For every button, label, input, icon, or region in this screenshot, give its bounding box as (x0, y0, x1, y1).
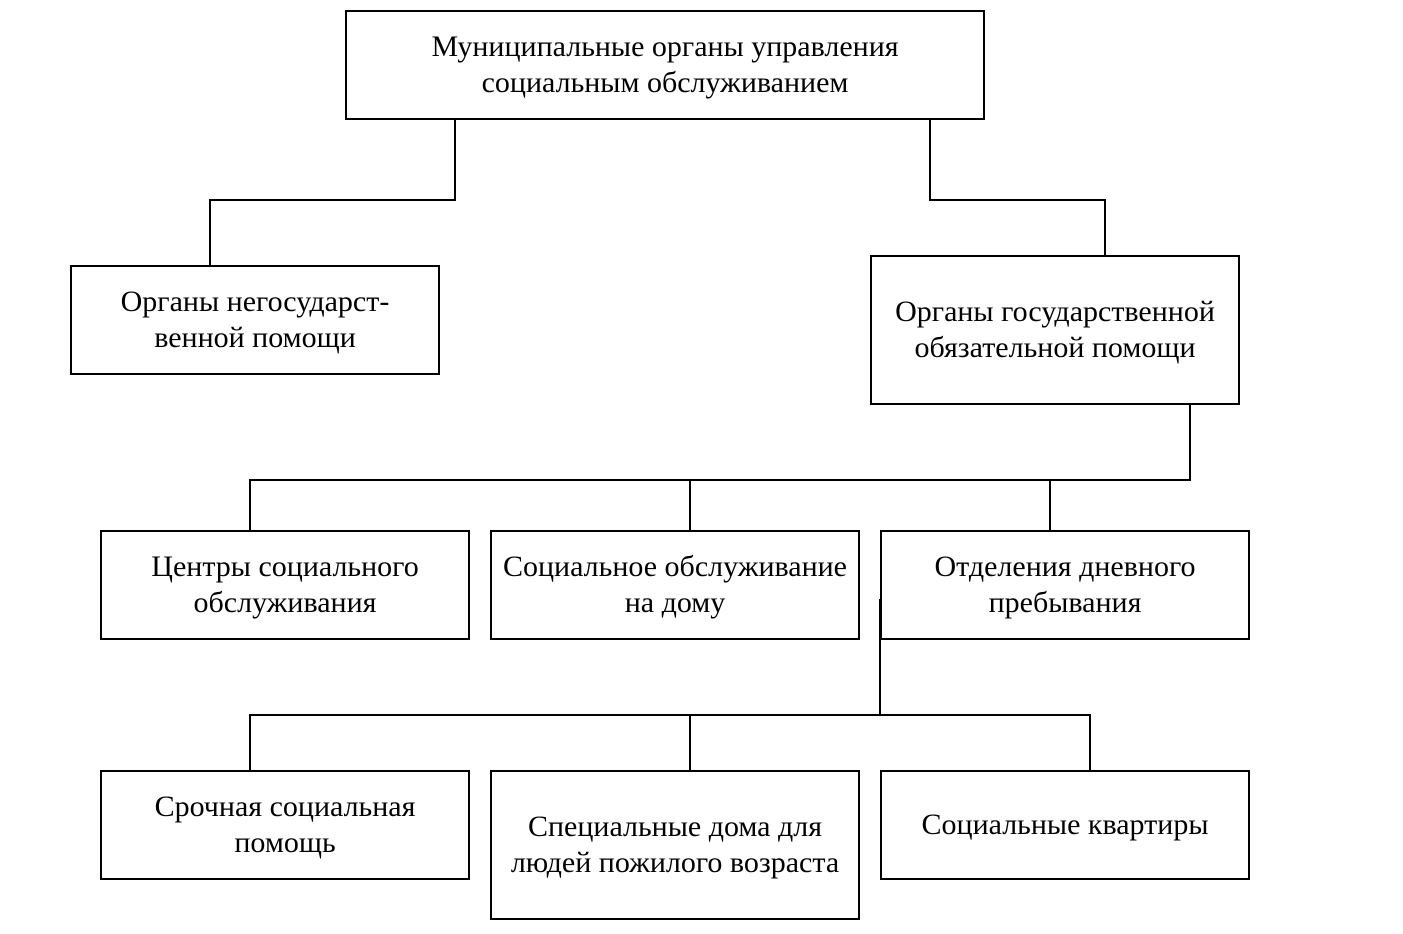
node-flats: Социальные квартиры (880, 770, 1250, 880)
node-label-root: Муниципальные органы управления социальн… (357, 29, 973, 101)
node-centers: Центры социального обслуживания (100, 530, 470, 640)
diagram-stage: Муниципальные органы управления социальн… (0, 0, 1403, 934)
node-label-state: Органы государст­венной обязатель­ной по… (882, 294, 1228, 366)
node-urgent: Срочная социальная помощь (100, 770, 470, 880)
node-label-daycare: Отделения дневного пребывания (892, 549, 1238, 621)
node-label-flats: Социальные квартиры (922, 807, 1209, 843)
node-label-home: Социальное обслу­живание на дому (502, 549, 848, 621)
node-label-centers: Центры социального обслуживания (112, 549, 458, 621)
node-daycare: Отделения дневного пребывания (880, 530, 1250, 640)
node-state: Органы государст­венной обязатель­ной по… (870, 255, 1240, 405)
node-label-urgent: Срочная социальная помощь (112, 789, 458, 861)
node-nonstate: Органы негосударст­венной помощи (70, 265, 440, 375)
node-home: Социальное обслу­живание на дому (490, 530, 860, 640)
node-label-special: Специальные дома для людей пожилого возр… (502, 809, 848, 881)
node-special: Специальные дома для людей пожилого возр… (490, 770, 860, 920)
node-label-nonstate: Органы негосударст­венной помощи (82, 284, 428, 356)
node-root: Муниципальные органы управления социальн… (345, 10, 985, 120)
